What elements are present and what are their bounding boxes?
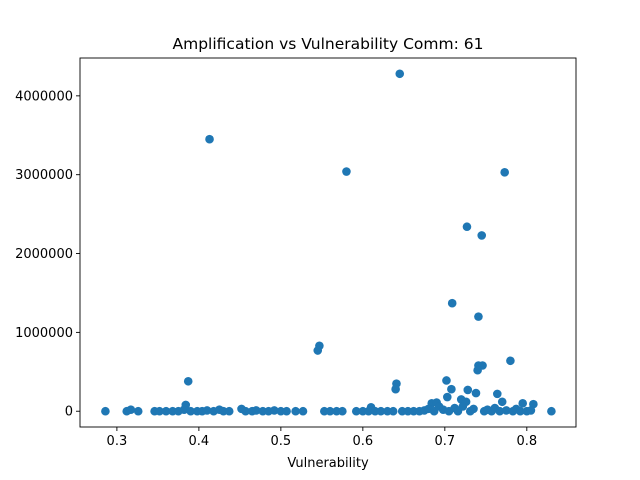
data-point <box>202 406 212 415</box>
data-point <box>241 406 250 416</box>
data-point <box>447 298 457 308</box>
data-point <box>518 399 528 408</box>
data-point <box>224 406 234 416</box>
data-point <box>447 384 456 394</box>
data-point <box>270 406 279 415</box>
data-point <box>251 406 261 415</box>
data-point <box>473 365 482 375</box>
data-point <box>474 312 483 321</box>
x-tick-label: 0.7 <box>434 434 455 449</box>
data-point <box>186 406 195 416</box>
data-point <box>155 406 164 416</box>
data-point <box>471 388 481 398</box>
y-tick-label: 4000000 <box>15 89 73 104</box>
data-point <box>506 356 515 366</box>
y-tick-label: 3000000 <box>15 168 73 183</box>
data-point <box>351 406 361 416</box>
data-point <box>493 389 502 399</box>
data-point <box>391 384 400 394</box>
x-tick-label: 0.4 <box>189 434 210 449</box>
data-point <box>495 406 505 416</box>
data-point <box>500 168 509 177</box>
y-tick-label: 2000000 <box>15 247 73 262</box>
data-point <box>282 406 291 416</box>
data-point <box>547 406 556 416</box>
data-point <box>364 406 373 416</box>
data-point <box>313 346 323 355</box>
x-tick-label: 0.3 <box>107 434 128 449</box>
data-point <box>325 406 335 416</box>
x-tick-label: 0.6 <box>352 434 373 449</box>
data-point <box>101 406 110 416</box>
data-point <box>458 402 468 411</box>
data-point <box>376 406 386 416</box>
data-point <box>469 404 478 414</box>
data-point <box>502 406 511 415</box>
data-point <box>183 376 193 386</box>
y-tick-label: 0 <box>65 405 73 420</box>
data-point <box>388 406 398 416</box>
data-point <box>205 134 214 144</box>
chart-title: Amplification vs Vulnerability Comm: 61 <box>173 35 484 53</box>
x-tick-label: 0.8 <box>516 434 537 449</box>
data-point <box>526 406 536 415</box>
data-point <box>477 231 487 240</box>
x-axis-label: Vulnerability <box>287 456 369 471</box>
data-point <box>126 405 136 414</box>
plot-area: 0.3 0.4 0.5 0.6 0.7 0.8 0 1000000 2000000 3000000… <box>15 57 577 449</box>
data-points <box>101 69 556 416</box>
data-point <box>179 405 189 414</box>
data-point <box>515 406 525 416</box>
axes-frame <box>79 57 577 428</box>
x-tick-label: 0.5 <box>271 434 292 449</box>
data-point <box>161 406 171 416</box>
data-point <box>463 385 473 395</box>
data-point <box>442 376 451 385</box>
data-point <box>395 69 405 79</box>
data-point <box>497 397 507 407</box>
data-point <box>342 167 351 176</box>
data-point <box>298 406 308 416</box>
data-point <box>442 392 452 402</box>
data-point <box>133 406 143 416</box>
data-point <box>338 406 347 416</box>
y-tick-label: 1000000 <box>15 326 73 341</box>
data-point <box>291 406 300 416</box>
data-point <box>462 222 472 232</box>
